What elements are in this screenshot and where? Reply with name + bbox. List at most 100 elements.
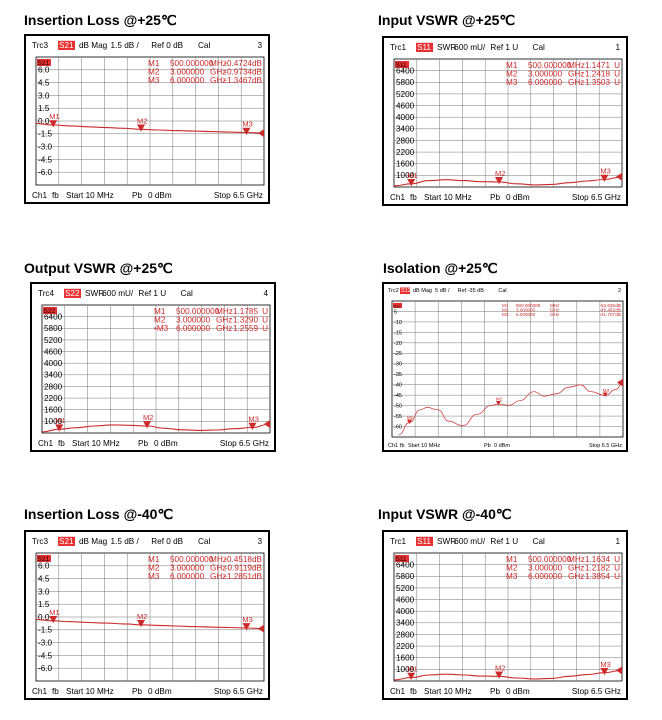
- y-tick-label: 4600: [44, 347, 63, 356]
- chart-il25: Trc3 S21 dB Mag 1.5 dB / Ref 0 dB Cal 3 6.0 4.5 3…: [32, 40, 265, 200]
- y-tick-label: -35: [394, 372, 402, 378]
- trace-tag-label: S11: [396, 556, 407, 563]
- vna-screen-vswr-in25: Trc1 S11 SWR 600 mU/Ref 1 U Cal 1 6400 5800 5200…: [382, 36, 628, 206]
- footer-fb: fb: [52, 191, 59, 200]
- marker-table-value: -0.9119: [225, 564, 253, 573]
- marker-table-freq-unit: MHz: [216, 307, 233, 316]
- marker-table-value-unit: dB: [252, 572, 263, 581]
- marker-table-value: 1.3290: [233, 316, 258, 325]
- param-label: S11: [417, 43, 431, 52]
- trace-number: 2: [618, 288, 621, 294]
- marker-table-freq-unit: GHz: [210, 76, 226, 85]
- marker-triangle: [242, 623, 251, 631]
- marker-table-name: M2: [148, 564, 160, 573]
- marker-label: M3: [600, 167, 610, 176]
- ref-arrow: [616, 666, 622, 675]
- marker-table-name: M2: [506, 564, 518, 573]
- marker-table-name: M1: [154, 307, 166, 316]
- y-tick-label: 6400: [396, 561, 415, 570]
- footer-power: 0 dBm: [506, 687, 530, 696]
- format-label: dB Mag: [79, 41, 108, 50]
- scale-label: 600 mU/: [102, 289, 134, 298]
- footer-channel: Ch1: [390, 193, 405, 202]
- trace-number: 3: [257, 537, 262, 546]
- marker-table-value: 1.3503: [585, 78, 610, 87]
- marker-table-value: 1.2418: [585, 70, 610, 79]
- marker-triangle: [137, 619, 146, 628]
- marker-table-freq-unit: GHz: [568, 564, 584, 573]
- y-tick-label: 3.0: [38, 91, 50, 100]
- marker-table-value-unit: U: [614, 572, 620, 581]
- y-tick-label: -4.5: [38, 155, 53, 164]
- marker-table-name: M3: [148, 76, 160, 85]
- y-tick-label: 1600: [44, 406, 63, 415]
- marker-table-freq-unit: GHz: [210, 572, 226, 581]
- footer-pb: Pb: [138, 439, 148, 448]
- footer-start: Start 10 MHz: [424, 193, 472, 202]
- marker-table-freq-unit: GHz: [216, 316, 232, 325]
- marker-table-value-unit: dB: [615, 312, 621, 317]
- marker-table-value-unit: U: [262, 324, 268, 333]
- marker-table-name: M3: [506, 78, 518, 87]
- trace-line: [35, 619, 265, 630]
- y-tick-label: -20: [394, 341, 402, 347]
- y-tick-label: 5200: [396, 90, 415, 99]
- marker-table-freq-unit: MHz: [568, 61, 585, 70]
- marker-table-freq-unit: GHz: [216, 324, 232, 333]
- y-tick-label: 0.0: [38, 613, 50, 622]
- y-tick-label: 1000: [44, 417, 63, 426]
- footer-start: Start 10 MHz: [72, 439, 120, 448]
- marker-table-freq: 3.000000: [528, 70, 563, 79]
- y-tick-label: 2800: [396, 630, 415, 639]
- marker-table-name: M1: [148, 555, 160, 564]
- trace-line: [41, 423, 271, 433]
- marker-table-name: M1: [506, 61, 518, 70]
- marker-table-freq: 3.000000: [516, 308, 536, 313]
- y-tick-label: 4000: [44, 359, 63, 368]
- y-tick-label: 1.5: [38, 600, 50, 609]
- ref-label: Ref -35 dB: [458, 288, 485, 294]
- marker-label: M1: [49, 608, 59, 617]
- marker-table-freq-unit: GHz: [550, 312, 560, 317]
- trace-tag: [393, 303, 402, 308]
- marker-table-freq: 500.000000: [528, 61, 572, 70]
- format-label: dB Mag: [79, 537, 108, 546]
- trace-tag-label: S11: [396, 62, 407, 69]
- y-tick-label: 6400: [396, 67, 415, 76]
- footer-stop: Stop 6.5 GHz: [572, 193, 621, 202]
- marker-label: M2: [496, 396, 503, 401]
- trace-tag: [37, 555, 51, 562]
- marker-triangle: [143, 421, 152, 429]
- marker-table-freq-unit: MHz: [550, 303, 560, 308]
- trace-number: 1: [615, 537, 620, 546]
- marker-label: M1: [407, 415, 414, 420]
- marker-table-value-unit: dB: [252, 555, 263, 564]
- y-tick-label: -4.5: [38, 651, 53, 660]
- y-tick-label: 1000: [396, 171, 415, 180]
- marker-table-value-unit: dB: [615, 303, 621, 308]
- cal-label: Cal: [198, 41, 210, 50]
- y-tick-label: 2200: [44, 394, 63, 403]
- footer-fb: fb: [400, 443, 405, 449]
- marker-triangle: [49, 120, 58, 128]
- marker-table-name: M3: [502, 312, 509, 317]
- marker-table-value-unit: U: [262, 307, 268, 316]
- marker-table-value-unit: U: [614, 70, 620, 79]
- chart-title-vswr-out25: Output VSWR @+25℃: [24, 260, 173, 276]
- marker-table-freq: 500.000000: [516, 303, 541, 308]
- param-label: S12: [401, 288, 411, 294]
- marker-label: M2: [137, 116, 147, 125]
- ref-label: Ref 1 U: [138, 289, 166, 298]
- marker-table-value-unit: U: [614, 555, 620, 564]
- trace-line: [393, 176, 623, 187]
- marker-table-name: M3: [506, 572, 518, 581]
- trace-tag-label: S22: [44, 308, 56, 315]
- format-label: SWR: [437, 537, 456, 546]
- footer-stop: Stop 6.5 GHz: [214, 687, 263, 696]
- y-tick-label: 4.5: [38, 574, 50, 583]
- footer-stop: Stop 6.5 GHz: [220, 439, 269, 448]
- y-tick-label: 2800: [44, 382, 63, 391]
- footer-power: 0 dBm: [154, 439, 178, 448]
- marker-triangle: [407, 672, 416, 680]
